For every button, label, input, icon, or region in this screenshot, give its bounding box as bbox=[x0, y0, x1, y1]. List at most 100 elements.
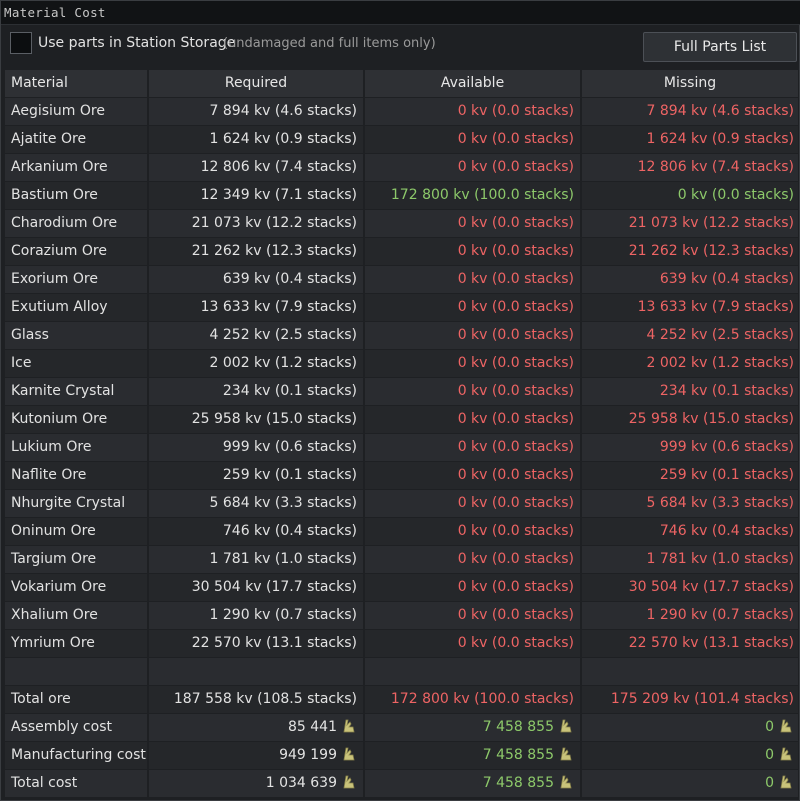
credits-icon bbox=[343, 747, 355, 761]
table-row: Glass 4 252 kv (2.5 stacks) 0 kv (0.0 stac… bbox=[5, 322, 800, 350]
material-name: Exorium Ore bbox=[5, 266, 147, 293]
table-row: Nhurgite Crystal 5 684 kv (3.3 stacks) 0 k… bbox=[5, 490, 800, 518]
cost-required: 85 441 bbox=[149, 714, 363, 741]
missing-amount: 0 kv (0.0 stacks) bbox=[582, 182, 798, 209]
material-name: Lukium Ore bbox=[5, 434, 147, 461]
available-amount: 0 kv (0.0 stacks) bbox=[365, 154, 580, 181]
missing-amount: 234 kv (0.1 stacks) bbox=[582, 378, 798, 405]
cost-required: 1 034 639 bbox=[149, 770, 363, 797]
table-row: Karnite Crystal 234 kv (0.1 stacks) 0 kv (… bbox=[5, 378, 800, 406]
cost-available: 7 458 855 bbox=[365, 714, 580, 741]
table-row: Targium Ore 1 781 kv (1.0 stacks) 0 kv (0.… bbox=[5, 546, 800, 574]
cost-required-value: 949 199 bbox=[279, 747, 337, 763]
material-name: Aegisium Ore bbox=[5, 98, 147, 125]
station-storage-note: (undamaged and full items only) bbox=[223, 36, 436, 51]
required-amount: 7 894 kv (4.6 stacks) bbox=[149, 98, 363, 125]
missing-amount: 21 073 kv (12.2 stacks) bbox=[582, 210, 798, 237]
available-amount: 0 kv (0.0 stacks) bbox=[365, 378, 580, 405]
missing-amount: 1 781 kv (1.0 stacks) bbox=[582, 546, 798, 573]
material-name: Kutonium Ore bbox=[5, 406, 147, 433]
window-title: Material Cost bbox=[4, 5, 106, 20]
material-name: Vokarium Ore bbox=[5, 574, 147, 601]
credits-icon bbox=[780, 719, 792, 733]
material-name: Exutium Alloy bbox=[5, 294, 147, 321]
missing-amount: 5 684 kv (3.3 stacks) bbox=[582, 490, 798, 517]
cost-required-value: 1 034 639 bbox=[265, 775, 337, 791]
required-amount: 25 958 kv (15.0 stacks) bbox=[149, 406, 363, 433]
table-row: Ice 2 002 kv (1.2 stacks) 0 kv (0.0 stacks… bbox=[5, 350, 800, 378]
cost-available: 7 458 855 bbox=[365, 770, 580, 797]
available-amount: 0 kv (0.0 stacks) bbox=[365, 434, 580, 461]
available-amount: 0 kv (0.0 stacks) bbox=[365, 238, 580, 265]
cost-available-value: 7 458 855 bbox=[482, 719, 554, 735]
available-amount: 0 kv (0.0 stacks) bbox=[365, 126, 580, 153]
cost-row: Total cost 1 034 639 7 458 855 0 bbox=[5, 770, 800, 798]
required-amount: 30 504 kv (17.7 stacks) bbox=[149, 574, 363, 601]
required-amount: 13 633 kv (7.9 stacks) bbox=[149, 294, 363, 321]
cost-label: Total cost bbox=[5, 770, 147, 797]
table-row: Vokarium Ore 30 504 kv (17.7 stacks) 0 kv … bbox=[5, 574, 800, 602]
available-amount: 0 kv (0.0 stacks) bbox=[365, 462, 580, 489]
table-row: Kutonium Ore 25 958 kv (15.0 stacks) 0 kv … bbox=[5, 406, 800, 434]
material-name: Ymrium Ore bbox=[5, 630, 147, 657]
required-amount: 12 806 kv (7.4 stacks) bbox=[149, 154, 363, 181]
required-amount: 2 002 kv (1.2 stacks) bbox=[149, 350, 363, 377]
missing-amount: 1 290 kv (0.7 stacks) bbox=[582, 602, 798, 629]
available-amount: 0 kv (0.0 stacks) bbox=[365, 490, 580, 517]
missing-amount: 639 kv (0.4 stacks) bbox=[582, 266, 798, 293]
available-amount: 0 kv (0.0 stacks) bbox=[365, 630, 580, 657]
cost-missing-value: 0 bbox=[765, 747, 774, 763]
empty-cell bbox=[365, 658, 580, 685]
material-name: Karnite Crystal bbox=[5, 378, 147, 405]
cost-missing: 0 bbox=[582, 770, 798, 797]
material-name: Charodium Ore bbox=[5, 210, 147, 237]
total-ore-label: Total ore bbox=[5, 686, 147, 713]
cost-available-value: 7 458 855 bbox=[482, 747, 554, 763]
missing-amount: 1 624 kv (0.9 stacks) bbox=[582, 126, 798, 153]
credits-icon bbox=[560, 719, 572, 733]
missing-amount: 21 262 kv (12.3 stacks) bbox=[582, 238, 798, 265]
cost-missing-value: 0 bbox=[765, 775, 774, 791]
credits-icon bbox=[343, 775, 355, 789]
missing-amount: 13 633 kv (7.9 stacks) bbox=[582, 294, 798, 321]
required-amount: 1 624 kv (0.9 stacks) bbox=[149, 126, 363, 153]
required-amount: 1 290 kv (0.7 stacks) bbox=[149, 602, 363, 629]
required-amount: 4 252 kv (2.5 stacks) bbox=[149, 322, 363, 349]
station-storage-label[interactable]: Use parts in Station Storage bbox=[38, 35, 236, 51]
cost-available-value: 7 458 855 bbox=[482, 775, 554, 791]
cost-label: Manufacturing cost bbox=[5, 742, 147, 769]
available-amount: 0 kv (0.0 stacks) bbox=[365, 266, 580, 293]
available-amount: 0 kv (0.0 stacks) bbox=[365, 294, 580, 321]
material-name: Bastium Ore bbox=[5, 182, 147, 209]
station-storage-checkbox[interactable] bbox=[10, 32, 32, 54]
material-name: Xhalium Ore bbox=[5, 602, 147, 629]
table-row: Exorium Ore 639 kv (0.4 stacks) 0 kv (0.0 … bbox=[5, 266, 800, 294]
required-amount: 22 570 kv (13.1 stacks) bbox=[149, 630, 363, 657]
material-name: Naflite Ore bbox=[5, 462, 147, 489]
required-amount: 259 kv (0.1 stacks) bbox=[149, 462, 363, 489]
table-row: Corazium Ore 21 262 kv (12.3 stacks) 0 kv … bbox=[5, 238, 800, 266]
material-name: Arkanium Ore bbox=[5, 154, 147, 181]
cost-missing-value: 0 bbox=[765, 719, 774, 735]
required-amount: 234 kv (0.1 stacks) bbox=[149, 378, 363, 405]
cost-missing: 0 bbox=[582, 714, 798, 741]
table-row: Bastium Ore 12 349 kv (7.1 stacks) 172 800… bbox=[5, 182, 800, 210]
missing-amount: 22 570 kv (13.1 stacks) bbox=[582, 630, 798, 657]
available-amount: 0 kv (0.0 stacks) bbox=[365, 546, 580, 573]
cost-row: Assembly cost 85 441 7 458 855 0 bbox=[5, 714, 800, 742]
missing-amount: 7 894 kv (4.6 stacks) bbox=[582, 98, 798, 125]
full-parts-list-button[interactable]: Full Parts List bbox=[643, 32, 797, 62]
window-titlebar[interactable]: Material Cost bbox=[1, 1, 800, 25]
header-required: Required bbox=[149, 70, 363, 97]
header-material: Material bbox=[5, 70, 147, 97]
missing-amount: 2 002 kv (1.2 stacks) bbox=[582, 350, 798, 377]
credits-icon bbox=[780, 747, 792, 761]
cost-missing: 0 bbox=[582, 742, 798, 769]
table-row: Ymrium Ore 22 570 kv (13.1 stacks) 0 kv (0… bbox=[5, 630, 800, 658]
missing-amount: 999 kv (0.6 stacks) bbox=[582, 434, 798, 461]
available-amount: 0 kv (0.0 stacks) bbox=[365, 350, 580, 377]
table-row: Naflite Ore 259 kv (0.1 stacks) 0 kv (0.0 … bbox=[5, 462, 800, 490]
available-amount: 0 kv (0.0 stacks) bbox=[365, 518, 580, 545]
required-amount: 21 073 kv (12.2 stacks) bbox=[149, 210, 363, 237]
